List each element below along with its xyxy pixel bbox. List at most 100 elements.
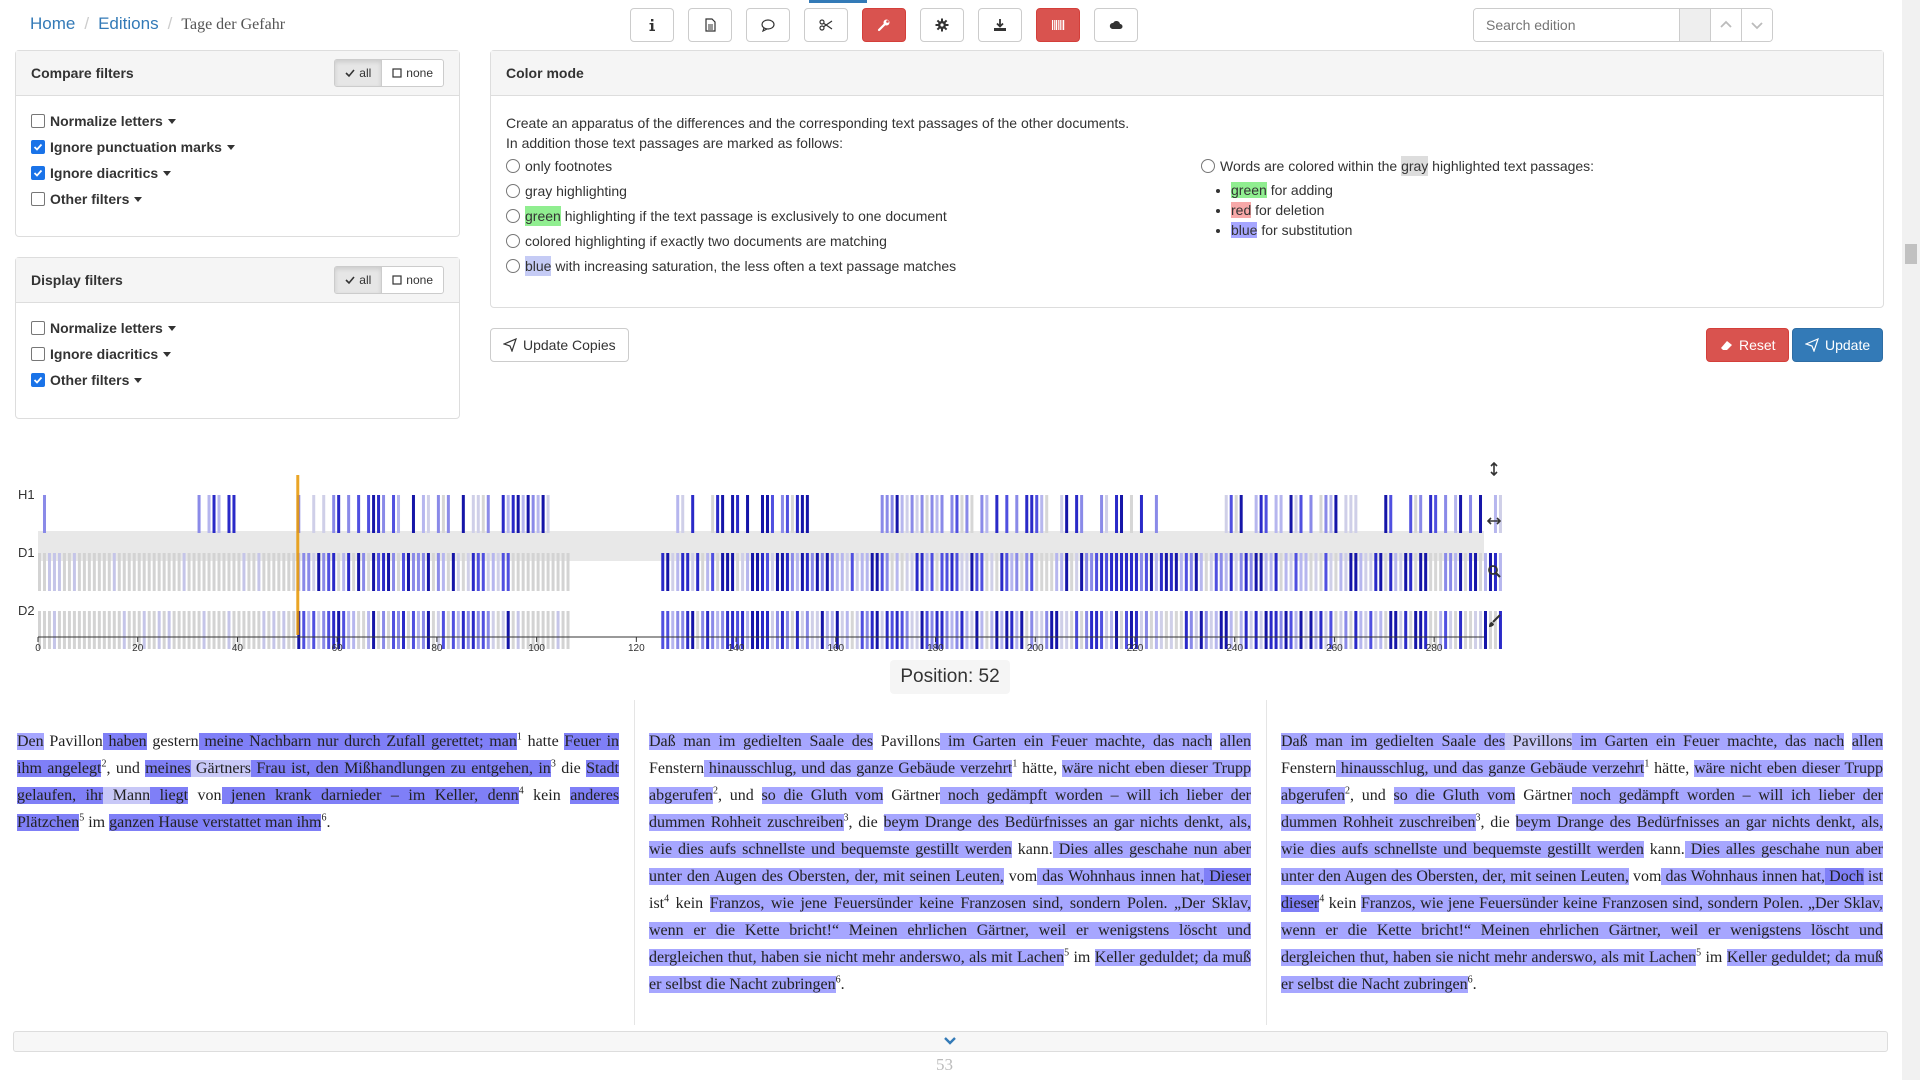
variance-bar[interactable]: [546, 553, 550, 591]
variance-bar[interactable]: [312, 495, 316, 533]
variance-bar[interactable]: [770, 611, 774, 649]
variance-bar[interactable]: [536, 553, 540, 591]
variance-bar[interactable]: [920, 611, 924, 649]
variance-bar[interactable]: [985, 611, 989, 649]
variance-bar[interactable]: [790, 611, 794, 649]
variance-bar[interactable]: [1229, 495, 1233, 533]
variance-bar[interactable]: [372, 495, 376, 533]
variance-bar[interactable]: [397, 611, 401, 649]
variance-bar[interactable]: [736, 611, 740, 649]
variance-bar[interactable]: [1384, 553, 1388, 591]
variance-bar[interactable]: [1219, 611, 1223, 649]
variance-bar[interactable]: [486, 553, 490, 591]
variance-bar[interactable]: [1055, 553, 1059, 591]
variance-bar[interactable]: [1264, 611, 1268, 649]
variance-bar[interactable]: [1354, 553, 1358, 591]
variance-bar[interactable]: [1454, 553, 1458, 591]
variance-bar[interactable]: [960, 495, 964, 533]
variance-bar[interactable]: [701, 611, 705, 649]
variance-bar[interactable]: [536, 495, 540, 533]
variance-bar[interactable]: [347, 553, 351, 591]
variance-bar[interactable]: [202, 611, 206, 649]
variance-bar[interactable]: [910, 611, 914, 649]
variance-bar[interactable]: [775, 611, 779, 649]
variance-bar[interactable]: [506, 495, 510, 533]
variance-bar[interactable]: [466, 553, 470, 591]
footnote-marker[interactable]: 3: [1475, 812, 1481, 824]
variance-bar[interactable]: [536, 611, 540, 649]
variance-bar[interactable]: [387, 553, 391, 591]
variance-bar[interactable]: [1284, 553, 1288, 591]
variance-bar[interactable]: [1095, 553, 1099, 591]
variance-bar[interactable]: [1349, 495, 1353, 533]
variance-bar[interactable]: [681, 553, 685, 591]
variance-bar[interactable]: [1010, 611, 1014, 649]
variance-bar[interactable]: [741, 611, 745, 649]
compare-filter-item[interactable]: Other filters: [31, 186, 444, 212]
variance-bar[interactable]: [187, 553, 191, 591]
variance-bar[interactable]: [87, 611, 91, 649]
variance-bar[interactable]: [322, 611, 326, 649]
variance-bar[interactable]: [955, 553, 959, 591]
variance-bar[interactable]: [357, 495, 361, 533]
variance-bar[interactable]: [935, 495, 939, 533]
option-green-highlighting[interactable]: green highlighting if the text passage i…: [506, 203, 1206, 228]
variance-bar[interactable]: [1334, 611, 1338, 649]
variance-bar[interactable]: [337, 611, 341, 649]
variance-bar[interactable]: [885, 495, 889, 533]
variance-bar[interactable]: [367, 553, 371, 591]
variance-bar[interactable]: [476, 611, 480, 649]
variance-bar[interactable]: [661, 553, 665, 591]
variance-bar[interactable]: [1115, 553, 1119, 591]
variance-bar[interactable]: [451, 611, 455, 649]
variance-bar[interactable]: [741, 553, 745, 591]
checkbox-icon[interactable]: [31, 114, 45, 128]
variance-bar[interactable]: [1404, 553, 1408, 591]
variance-bar[interactable]: [1065, 553, 1069, 591]
variance-bar[interactable]: [77, 611, 81, 649]
variance-bar[interactable]: [1354, 611, 1358, 649]
footnote-marker[interactable]: 3: [550, 758, 556, 770]
variance-bar[interactable]: [347, 495, 351, 533]
variance-bar[interactable]: [546, 611, 550, 649]
variance-bar[interactable]: [765, 495, 769, 533]
variance-bar[interactable]: [1219, 553, 1223, 591]
variance-bar[interactable]: [62, 611, 66, 649]
variance-bar[interactable]: [1234, 611, 1238, 649]
variance-bar[interactable]: [1204, 611, 1208, 649]
variance-bar[interactable]: [332, 611, 336, 649]
position-marker[interactable]: [296, 475, 300, 635]
variance-bar[interactable]: [147, 553, 151, 591]
variance-bar[interactable]: [92, 553, 96, 591]
variance-bar[interactable]: [42, 553, 46, 591]
variance-bar[interactable]: [277, 553, 281, 591]
variance-bar[interactable]: [87, 553, 91, 591]
variance-bar[interactable]: [162, 611, 166, 649]
variance-bar[interactable]: [347, 611, 351, 649]
variance-bar[interactable]: [1020, 553, 1024, 591]
variance-bar[interactable]: [227, 611, 231, 649]
gear-button[interactable]: [920, 8, 964, 42]
variance-bar[interactable]: [1075, 553, 1079, 591]
variance-bar[interactable]: [352, 553, 356, 591]
variance-bar[interactable]: [1229, 611, 1233, 649]
compare-filter-item[interactable]: Ignore diacritics: [31, 160, 444, 186]
variance-bar[interactable]: [1439, 553, 1443, 591]
variance-bar[interactable]: [556, 553, 560, 591]
variance-bar[interactable]: [501, 553, 505, 591]
checkbox-icon[interactable]: [31, 192, 45, 206]
variance-bar[interactable]: [441, 495, 445, 533]
variance-bar[interactable]: [895, 611, 899, 649]
variance-bar[interactable]: [367, 611, 371, 649]
variance-bar[interactable]: [686, 611, 690, 649]
variance-bar[interactable]: [1105, 553, 1109, 591]
variance-bar[interactable]: [1488, 611, 1492, 649]
variance-bar[interactable]: [1339, 553, 1343, 591]
variance-bar[interactable]: [890, 495, 894, 533]
variance-bar[interactable]: [1244, 611, 1248, 649]
variance-bar[interactable]: [900, 553, 904, 591]
variance-bar[interactable]: [406, 611, 410, 649]
variance-bar[interactable]: [332, 553, 336, 591]
variance-bar[interactable]: [377, 553, 381, 591]
variance-bar[interactable]: [995, 495, 999, 533]
